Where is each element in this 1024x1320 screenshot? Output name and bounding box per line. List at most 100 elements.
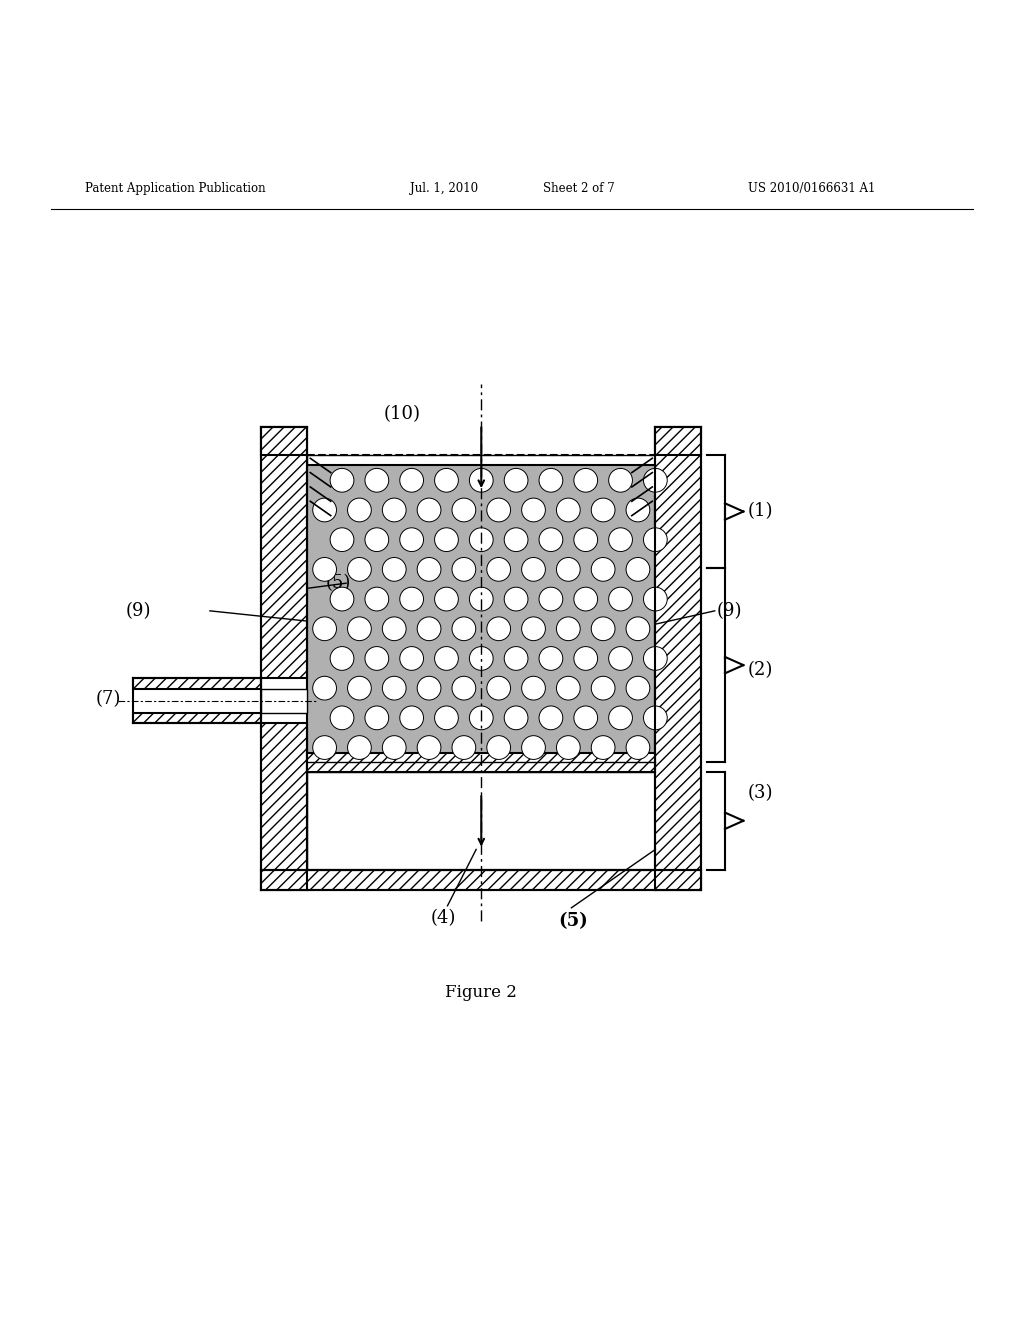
Circle shape xyxy=(608,528,633,552)
Circle shape xyxy=(312,616,337,640)
Circle shape xyxy=(347,557,372,581)
Circle shape xyxy=(434,587,459,611)
Circle shape xyxy=(399,469,424,492)
Circle shape xyxy=(626,735,650,759)
Bar xyxy=(261,689,307,713)
Bar xyxy=(133,678,261,689)
Circle shape xyxy=(626,498,650,521)
Circle shape xyxy=(643,647,668,671)
Bar xyxy=(307,455,655,466)
Circle shape xyxy=(591,498,615,521)
Circle shape xyxy=(347,735,372,759)
Circle shape xyxy=(347,498,372,521)
Circle shape xyxy=(452,735,476,759)
Text: (5): (5) xyxy=(558,912,588,931)
Circle shape xyxy=(469,706,494,730)
Circle shape xyxy=(608,706,633,730)
Circle shape xyxy=(539,528,563,552)
Circle shape xyxy=(539,706,563,730)
Circle shape xyxy=(643,587,668,611)
Circle shape xyxy=(365,469,389,492)
Circle shape xyxy=(626,676,650,700)
Bar xyxy=(307,754,655,772)
Circle shape xyxy=(626,616,650,640)
Circle shape xyxy=(434,469,459,492)
Circle shape xyxy=(573,647,598,671)
Text: (9): (9) xyxy=(717,602,742,620)
Circle shape xyxy=(399,706,424,730)
Circle shape xyxy=(539,469,563,492)
Text: (10): (10) xyxy=(384,405,421,424)
Circle shape xyxy=(643,706,668,730)
Circle shape xyxy=(591,616,615,640)
Bar xyxy=(261,723,307,891)
Circle shape xyxy=(417,557,441,581)
Circle shape xyxy=(330,469,354,492)
Text: (7): (7) xyxy=(95,690,121,708)
Circle shape xyxy=(486,676,511,700)
Circle shape xyxy=(573,528,598,552)
Circle shape xyxy=(365,706,389,730)
Circle shape xyxy=(504,587,528,611)
Bar xyxy=(261,426,307,678)
Circle shape xyxy=(347,676,372,700)
Circle shape xyxy=(417,498,441,521)
Circle shape xyxy=(556,616,581,640)
Circle shape xyxy=(382,616,407,640)
Circle shape xyxy=(330,587,354,611)
Circle shape xyxy=(330,706,354,730)
Text: Jul. 1, 2010: Jul. 1, 2010 xyxy=(410,182,478,195)
Circle shape xyxy=(399,528,424,552)
Circle shape xyxy=(521,498,546,521)
Bar xyxy=(655,426,701,891)
Circle shape xyxy=(556,676,581,700)
Circle shape xyxy=(591,557,615,581)
Circle shape xyxy=(452,557,476,581)
Circle shape xyxy=(486,735,511,759)
Circle shape xyxy=(573,706,598,730)
Circle shape xyxy=(434,706,459,730)
Circle shape xyxy=(434,647,459,671)
Circle shape xyxy=(330,647,354,671)
Circle shape xyxy=(556,557,581,581)
Text: (3): (3) xyxy=(748,784,773,803)
Text: Patent Application Publication: Patent Application Publication xyxy=(85,182,265,195)
Text: (4): (4) xyxy=(431,909,456,927)
Circle shape xyxy=(312,676,337,700)
Circle shape xyxy=(504,528,528,552)
Circle shape xyxy=(417,676,441,700)
Text: Figure 2: Figure 2 xyxy=(445,985,517,1002)
Circle shape xyxy=(486,616,511,640)
Circle shape xyxy=(504,647,528,671)
Circle shape xyxy=(556,735,581,759)
Circle shape xyxy=(591,735,615,759)
Bar xyxy=(261,426,307,455)
Circle shape xyxy=(312,498,337,521)
Circle shape xyxy=(573,587,598,611)
Circle shape xyxy=(382,557,407,581)
Circle shape xyxy=(504,706,528,730)
Circle shape xyxy=(608,469,633,492)
Circle shape xyxy=(521,616,546,640)
Circle shape xyxy=(382,498,407,521)
Circle shape xyxy=(539,587,563,611)
Circle shape xyxy=(365,587,389,611)
Circle shape xyxy=(469,587,494,611)
Circle shape xyxy=(452,498,476,521)
Circle shape xyxy=(591,676,615,700)
Circle shape xyxy=(573,469,598,492)
Circle shape xyxy=(382,676,407,700)
Circle shape xyxy=(556,498,581,521)
Circle shape xyxy=(521,557,546,581)
Circle shape xyxy=(452,616,476,640)
Bar xyxy=(307,466,655,763)
Circle shape xyxy=(365,528,389,552)
Circle shape xyxy=(626,557,650,581)
Circle shape xyxy=(417,616,441,640)
Circle shape xyxy=(486,498,511,521)
Circle shape xyxy=(608,647,633,671)
Circle shape xyxy=(365,647,389,671)
Circle shape xyxy=(452,676,476,700)
Text: (2): (2) xyxy=(748,661,773,680)
Bar xyxy=(307,772,655,870)
